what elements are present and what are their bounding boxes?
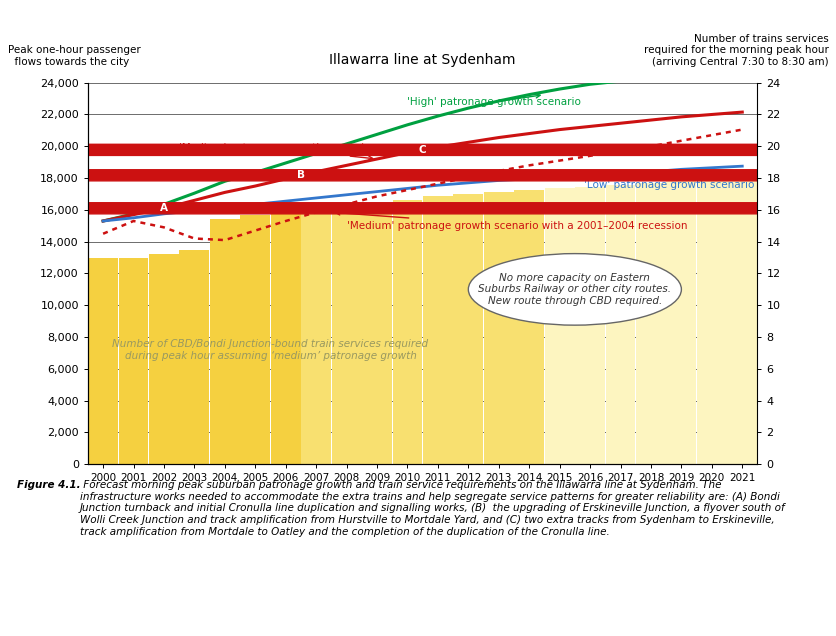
Text: 'Low' patronage growth scenario: 'Low' patronage growth scenario <box>578 176 753 190</box>
Bar <box>665 181 696 464</box>
Text: Forecast morning peak suburban patronage growth and train service requirements o: Forecast morning peak suburban patronage… <box>79 480 784 537</box>
Bar <box>331 206 361 464</box>
Bar <box>605 185 635 464</box>
Circle shape <box>0 170 836 181</box>
Bar <box>483 191 513 464</box>
Bar <box>119 258 148 464</box>
Text: Number of trains services
required for the morning peak hour
(arriving Central 7: Number of trains services required for t… <box>643 34 828 67</box>
Bar <box>271 212 300 464</box>
Bar <box>422 197 452 464</box>
Bar <box>362 203 391 464</box>
Bar <box>696 179 726 464</box>
Bar <box>544 188 573 464</box>
Bar <box>574 187 604 464</box>
Circle shape <box>0 144 836 155</box>
Text: 'Medium' patronage growth scenario with a 2001–2004 recession: 'Medium' patronage growth scenario with … <box>335 211 686 231</box>
Bar <box>513 190 543 464</box>
Text: A: A <box>160 204 168 213</box>
Bar <box>301 209 331 464</box>
Bar <box>149 254 179 464</box>
Bar <box>240 216 270 464</box>
Bar <box>726 177 757 464</box>
Circle shape <box>0 203 836 214</box>
Bar <box>453 194 482 464</box>
Ellipse shape <box>468 254 681 325</box>
Text: 'High' patronage growth scenario: 'High' patronage growth scenario <box>407 93 581 107</box>
Text: B: B <box>297 170 304 180</box>
Text: 'Medium' patronage growth scenario: 'Medium' patronage growth scenario <box>179 143 372 160</box>
Bar <box>635 183 665 464</box>
Bar <box>179 251 209 464</box>
Text: C: C <box>418 145 426 155</box>
Bar <box>392 200 422 464</box>
Text: Illawarra line at Sydenham: Illawarra line at Sydenham <box>329 53 515 67</box>
Bar <box>210 219 239 464</box>
Text: Number of CBD/Bondi Junction-bound train services required
during peak hour assu: Number of CBD/Bondi Junction-bound train… <box>112 339 428 361</box>
Text: Figure 4.1.: Figure 4.1. <box>17 480 80 490</box>
Bar <box>88 258 118 464</box>
Text: Peak one-hour passenger
  flows towards the city: Peak one-hour passenger flows towards th… <box>8 45 141 67</box>
Text: No more capacity on Eastern
Suburbs Railway or other city routes.
New route thro: No more capacity on Eastern Suburbs Rail… <box>478 273 670 306</box>
